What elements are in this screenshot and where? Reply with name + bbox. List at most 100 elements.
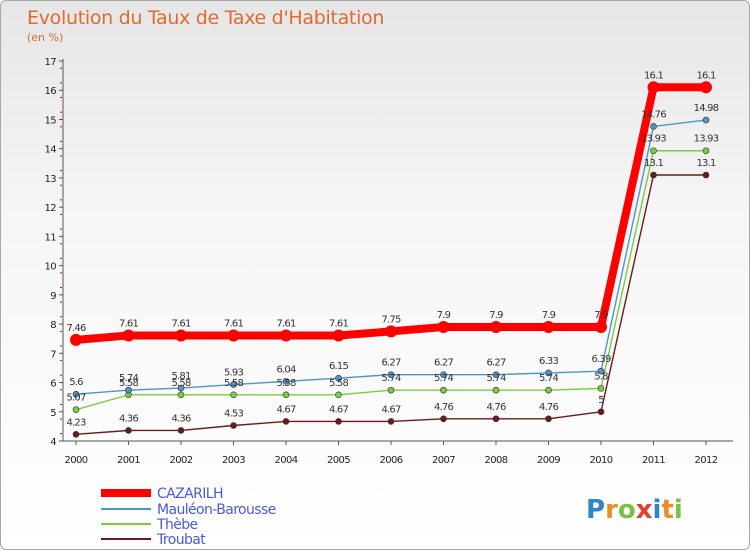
data-point bbox=[440, 386, 447, 394]
data-point bbox=[335, 391, 342, 399]
data-point bbox=[230, 422, 237, 429]
data-point bbox=[125, 427, 132, 434]
data-point bbox=[545, 386, 552, 394]
data-label: 7.9 bbox=[542, 310, 556, 321]
data-label: 4.67 bbox=[329, 404, 349, 415]
data-point bbox=[440, 371, 447, 378]
logo-letter: P bbox=[586, 495, 605, 525]
data-point bbox=[595, 321, 607, 333]
data-label: 4.53 bbox=[224, 409, 244, 420]
y-tick-label: 7 bbox=[50, 349, 56, 360]
x-tick-label: 2003 bbox=[222, 455, 245, 466]
data-point bbox=[650, 171, 657, 179]
logo-letter: x bbox=[636, 495, 653, 525]
data-point bbox=[702, 171, 710, 179]
data-label: 6.27 bbox=[486, 358, 506, 369]
chart-subtitle: (en %) bbox=[27, 31, 64, 44]
data-point bbox=[385, 325, 397, 338]
legend-entry: Mauléon-Barousse bbox=[157, 502, 276, 518]
data-label: 5.58 bbox=[329, 378, 349, 389]
data-label: 4.36 bbox=[119, 413, 139, 424]
x-tick-label: 2004 bbox=[274, 455, 297, 466]
legend-entry: Thèbe bbox=[156, 517, 198, 533]
data-point bbox=[702, 116, 710, 124]
data-label: 16.1 bbox=[696, 70, 716, 81]
data-label: 7.46 bbox=[66, 323, 86, 334]
data-label: 5.07 bbox=[66, 393, 86, 404]
data-point bbox=[122, 329, 135, 342]
data-point bbox=[177, 427, 185, 434]
data-point bbox=[335, 418, 342, 425]
data-label: 7.9 bbox=[437, 310, 451, 321]
data-point bbox=[542, 321, 555, 333]
data-point bbox=[597, 385, 605, 392]
data-point bbox=[597, 408, 605, 416]
data-label: 5.74 bbox=[539, 373, 559, 384]
y-tick-label: 15 bbox=[44, 115, 56, 126]
data-label: 14.76 bbox=[641, 109, 666, 120]
data-point bbox=[72, 390, 80, 398]
data-label: 5.58 bbox=[276, 378, 296, 389]
data-label: 5.6 bbox=[69, 377, 83, 388]
data-point bbox=[700, 81, 712, 94]
data-label: 5.81 bbox=[171, 371, 191, 382]
data-label: 4.76 bbox=[486, 402, 506, 413]
data-point bbox=[545, 415, 552, 423]
x-tick-label: 2011 bbox=[642, 455, 665, 466]
data-label: 7.75 bbox=[381, 314, 401, 325]
data-point bbox=[72, 406, 80, 414]
y-tick-label: 9 bbox=[50, 291, 56, 302]
data-point bbox=[280, 329, 292, 342]
legend-entry: Troubat bbox=[156, 532, 206, 548]
y-tick-label: 10 bbox=[44, 262, 56, 273]
data-point bbox=[597, 367, 605, 375]
data-point bbox=[332, 329, 345, 342]
data-point bbox=[230, 381, 237, 388]
x-tick-label: 2000 bbox=[64, 455, 87, 466]
data-point bbox=[492, 415, 500, 423]
data-label: 4.23 bbox=[66, 417, 86, 428]
x-tick-label: 2009 bbox=[537, 455, 560, 466]
data-label: 7.9 bbox=[489, 310, 503, 321]
data-label: 4.67 bbox=[381, 404, 401, 415]
y-tick-label: 11 bbox=[44, 232, 56, 243]
data-label: 7.61 bbox=[171, 318, 191, 329]
y-tick-label: 5 bbox=[50, 408, 56, 419]
data-point bbox=[387, 371, 395, 378]
data-point bbox=[125, 386, 132, 394]
data-label: 13.1 bbox=[644, 158, 664, 169]
data-label: 5.74 bbox=[434, 373, 454, 384]
data-label: 16.1 bbox=[644, 70, 664, 81]
data-label: 5.58 bbox=[119, 378, 139, 389]
data-point bbox=[177, 391, 185, 399]
data-label: 5.74 bbox=[486, 373, 506, 384]
data-label: 7.9 bbox=[594, 310, 608, 321]
data-label: 6.04 bbox=[276, 364, 296, 375]
data-point bbox=[72, 430, 80, 438]
data-point bbox=[387, 418, 395, 425]
logo-letter: o bbox=[618, 495, 636, 525]
data-point bbox=[227, 329, 240, 342]
series-line-0 bbox=[72, 83, 710, 344]
chart-title: Evolution du Taux de Taxe d'Habitation bbox=[27, 7, 385, 29]
x-tick-label: 2008 bbox=[484, 455, 507, 466]
legend-entry: CAZARILH bbox=[157, 486, 223, 502]
data-label: 6.39 bbox=[591, 354, 611, 365]
y-tick-label: 17 bbox=[44, 57, 56, 68]
data-point bbox=[440, 415, 447, 423]
data-label: 7.61 bbox=[224, 318, 244, 329]
y-tick-label: 6 bbox=[50, 379, 56, 390]
y-tick-label: 8 bbox=[50, 320, 56, 331]
proxiti-logo: Proxiti bbox=[586, 495, 683, 525]
data-label: 7.61 bbox=[119, 318, 139, 329]
data-point bbox=[387, 386, 395, 394]
series-line-1 bbox=[75, 119, 707, 395]
data-label: 5 bbox=[598, 395, 604, 406]
data-label: 14.98 bbox=[694, 103, 719, 114]
data-point bbox=[282, 418, 290, 425]
data-label: 6.15 bbox=[329, 361, 349, 372]
data-label: 5.74 bbox=[381, 373, 401, 384]
data-label: 13.93 bbox=[641, 134, 666, 145]
